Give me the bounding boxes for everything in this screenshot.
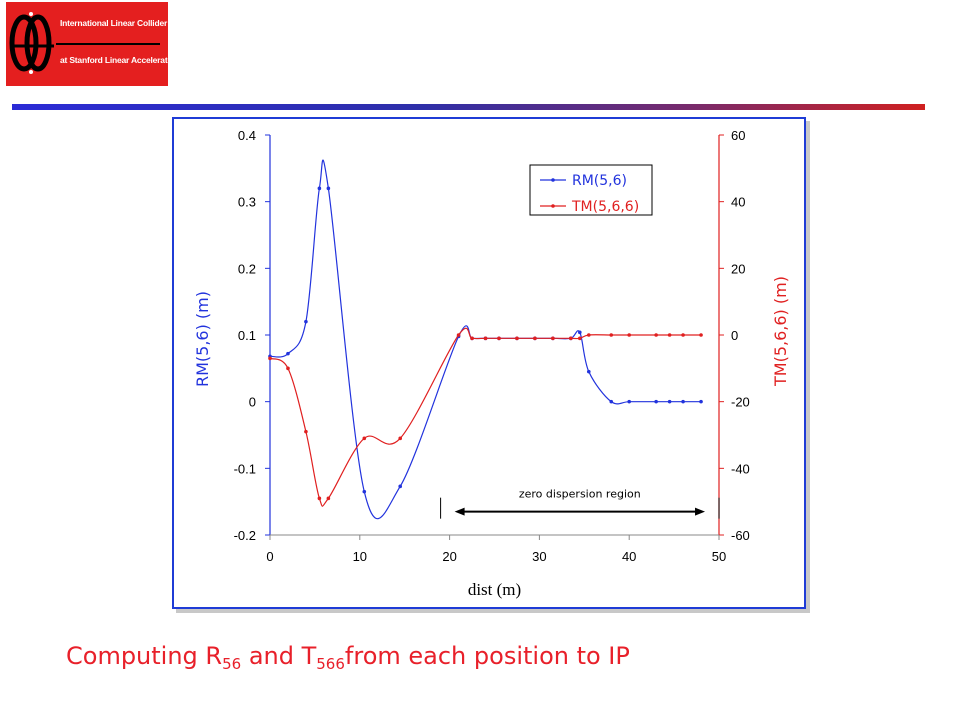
tm-data-point [470, 336, 474, 341]
tm-data-point [667, 333, 672, 337]
tm-data-point [569, 336, 573, 341]
x-tick-label: 10 [353, 549, 367, 564]
caption-sub1: 56 [222, 655, 242, 673]
tm-data-point [551, 336, 555, 341]
y2-tick-label: -40 [731, 461, 750, 476]
tm-data-point [533, 336, 537, 341]
y2-tick-label: 40 [731, 195, 745, 210]
logo-line2: at Stanford Linear Accelerator Center [60, 55, 204, 65]
legend-label: RM(5,6) [572, 173, 627, 189]
y2-axis-title: TM(5,6,6) (m) [771, 276, 790, 387]
y2-tick-label: -20 [731, 395, 750, 410]
y-tick-label: -0.2 [234, 528, 256, 543]
logo-rule [56, 43, 160, 45]
x-tick-label: 30 [532, 549, 546, 564]
rm-data-point [317, 186, 322, 191]
y2-tick-label: 60 [731, 128, 745, 143]
rm-data-point [578, 330, 582, 335]
rm-data-point [667, 399, 672, 404]
rm-data-point [326, 186, 331, 191]
tm-data-point [515, 336, 519, 341]
tm-data-point [654, 333, 658, 337]
legend-marker [551, 204, 555, 208]
x-tick-label: 50 [712, 549, 726, 564]
x-tick-label: 20 [442, 549, 456, 564]
tm-data-point [398, 436, 403, 441]
tm-data-point [326, 496, 331, 501]
caption-part3: from each position to IP [344, 642, 630, 670]
rm-data-point [654, 399, 658, 404]
tm-data-point [609, 333, 614, 337]
rm-data-point [586, 369, 591, 374]
logo-line1: International Linear Collider [60, 18, 168, 28]
tm-data-point [627, 333, 631, 337]
chart-frame: -0.2 -0.1 0 0.1 0.2 0.3 0.4 -60 -40 -20 0 20 40 60 0 10… [172, 117, 806, 609]
tm-data-point [586, 333, 591, 337]
tm-data-point [578, 336, 582, 341]
rm-data-point [609, 399, 614, 404]
legend-marker [551, 178, 555, 182]
y-tick-label: 0.4 [238, 128, 256, 143]
tm-data-point [304, 429, 308, 434]
x-tick-label: 40 [622, 549, 636, 564]
y-tick-label: 0.3 [238, 195, 256, 210]
y2-tick-label: 20 [731, 261, 745, 276]
tm-data-point [497, 336, 501, 341]
y-tick-label: 0.2 [238, 261, 256, 276]
y2-tick-label: 0 [731, 328, 738, 343]
slide-caption: Computing R56 and T566from each position… [66, 642, 630, 673]
rm-data-point [304, 319, 308, 324]
rm-data-point [362, 489, 367, 494]
tm-series-line [269, 327, 702, 507]
x-tick-label: 0 [266, 549, 273, 564]
rm-data-point [627, 399, 631, 404]
tm-data-point [268, 356, 272, 361]
y2-tick-label: -60 [731, 528, 750, 543]
y-tick-label: -0.1 [234, 461, 256, 476]
tm-data-point [286, 366, 290, 371]
tm-data-point [362, 436, 367, 441]
rm-data-point [699, 399, 703, 404]
legend-label: TM(5,6,6) [571, 199, 639, 215]
tm-data-point [317, 496, 322, 501]
ilc-slac-logo: International Linear Collider at Stanfor… [6, 2, 204, 86]
header-divider [12, 104, 925, 110]
rm-data-point [398, 484, 403, 489]
tm-data-point [699, 333, 703, 337]
ilc-logo-mark-icon [9, 12, 54, 74]
caption-part2: and T [241, 642, 317, 670]
dispersion-chart: -0.2 -0.1 0 0.1 0.2 0.3 0.4 -60 -40 -20 0 20 40 60 0 10… [193, 128, 790, 599]
tm-data-point [681, 333, 685, 337]
annotation-label: zero dispersion region [519, 488, 641, 501]
y-tick-label: 0 [249, 395, 256, 410]
caption-part1: Computing R [66, 642, 223, 670]
tm-data-point [483, 336, 488, 341]
y-axis-title: RM(5,6) (m) [193, 291, 212, 387]
y-tick-label: 0.1 [238, 328, 256, 343]
tm-data-point [456, 333, 461, 337]
x-axis-title: dist (m) [468, 580, 521, 599]
annotation-arrowhead-right [695, 507, 706, 516]
caption-sub2: 566 [316, 655, 345, 673]
rm-data-point [286, 351, 290, 356]
annotation-arrowhead-left [454, 507, 465, 516]
legend-box [529, 164, 653, 216]
rm-data-point [681, 399, 685, 404]
